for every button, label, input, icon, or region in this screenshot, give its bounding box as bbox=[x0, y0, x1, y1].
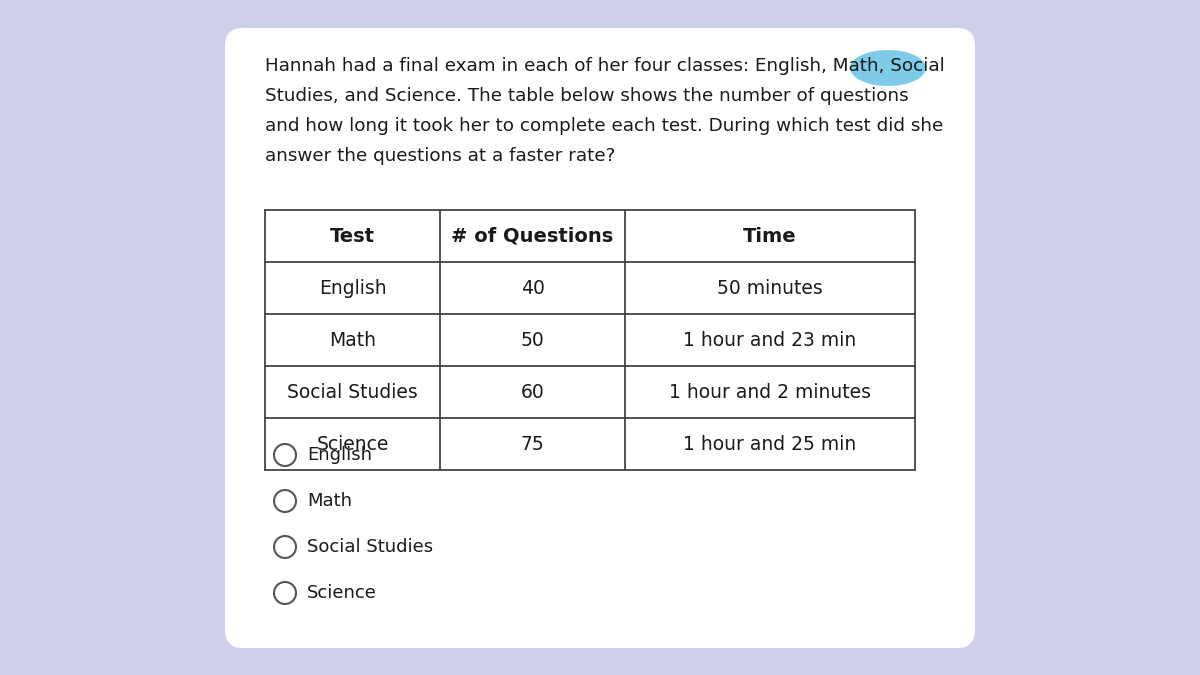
Text: 1 hour and 2 minutes: 1 hour and 2 minutes bbox=[670, 383, 871, 402]
Text: English: English bbox=[319, 279, 386, 298]
Ellipse shape bbox=[850, 50, 926, 86]
Text: English: English bbox=[307, 446, 372, 464]
Text: Math: Math bbox=[307, 492, 352, 510]
Text: Science: Science bbox=[307, 584, 377, 602]
Text: Social Studies: Social Studies bbox=[307, 538, 433, 556]
Text: # of Questions: # of Questions bbox=[451, 227, 613, 246]
Text: answer the questions at a faster rate?: answer the questions at a faster rate? bbox=[265, 147, 616, 165]
Text: 50 minutes: 50 minutes bbox=[718, 279, 823, 298]
Text: 75: 75 bbox=[521, 435, 545, 454]
Text: Science: Science bbox=[317, 435, 389, 454]
Text: Time: Time bbox=[743, 227, 797, 246]
Text: Social Studies: Social Studies bbox=[287, 383, 418, 402]
Text: 60: 60 bbox=[521, 383, 545, 402]
Text: 40: 40 bbox=[521, 279, 545, 298]
FancyBboxPatch shape bbox=[226, 28, 974, 648]
Text: 50: 50 bbox=[521, 331, 545, 350]
Text: 1 hour and 23 min: 1 hour and 23 min bbox=[683, 331, 857, 350]
Text: and how long it took her to complete each test. During which test did she: and how long it took her to complete eac… bbox=[265, 117, 943, 135]
Text: Studies, and Science. The table below shows the number of questions: Studies, and Science. The table below sh… bbox=[265, 87, 908, 105]
Text: 1 hour and 25 min: 1 hour and 25 min bbox=[683, 435, 857, 454]
Text: Test: Test bbox=[330, 227, 374, 246]
Text: Math: Math bbox=[329, 331, 376, 350]
Text: Hannah had a final exam in each of her four classes: English, Math, Social: Hannah had a final exam in each of her f… bbox=[265, 57, 944, 75]
